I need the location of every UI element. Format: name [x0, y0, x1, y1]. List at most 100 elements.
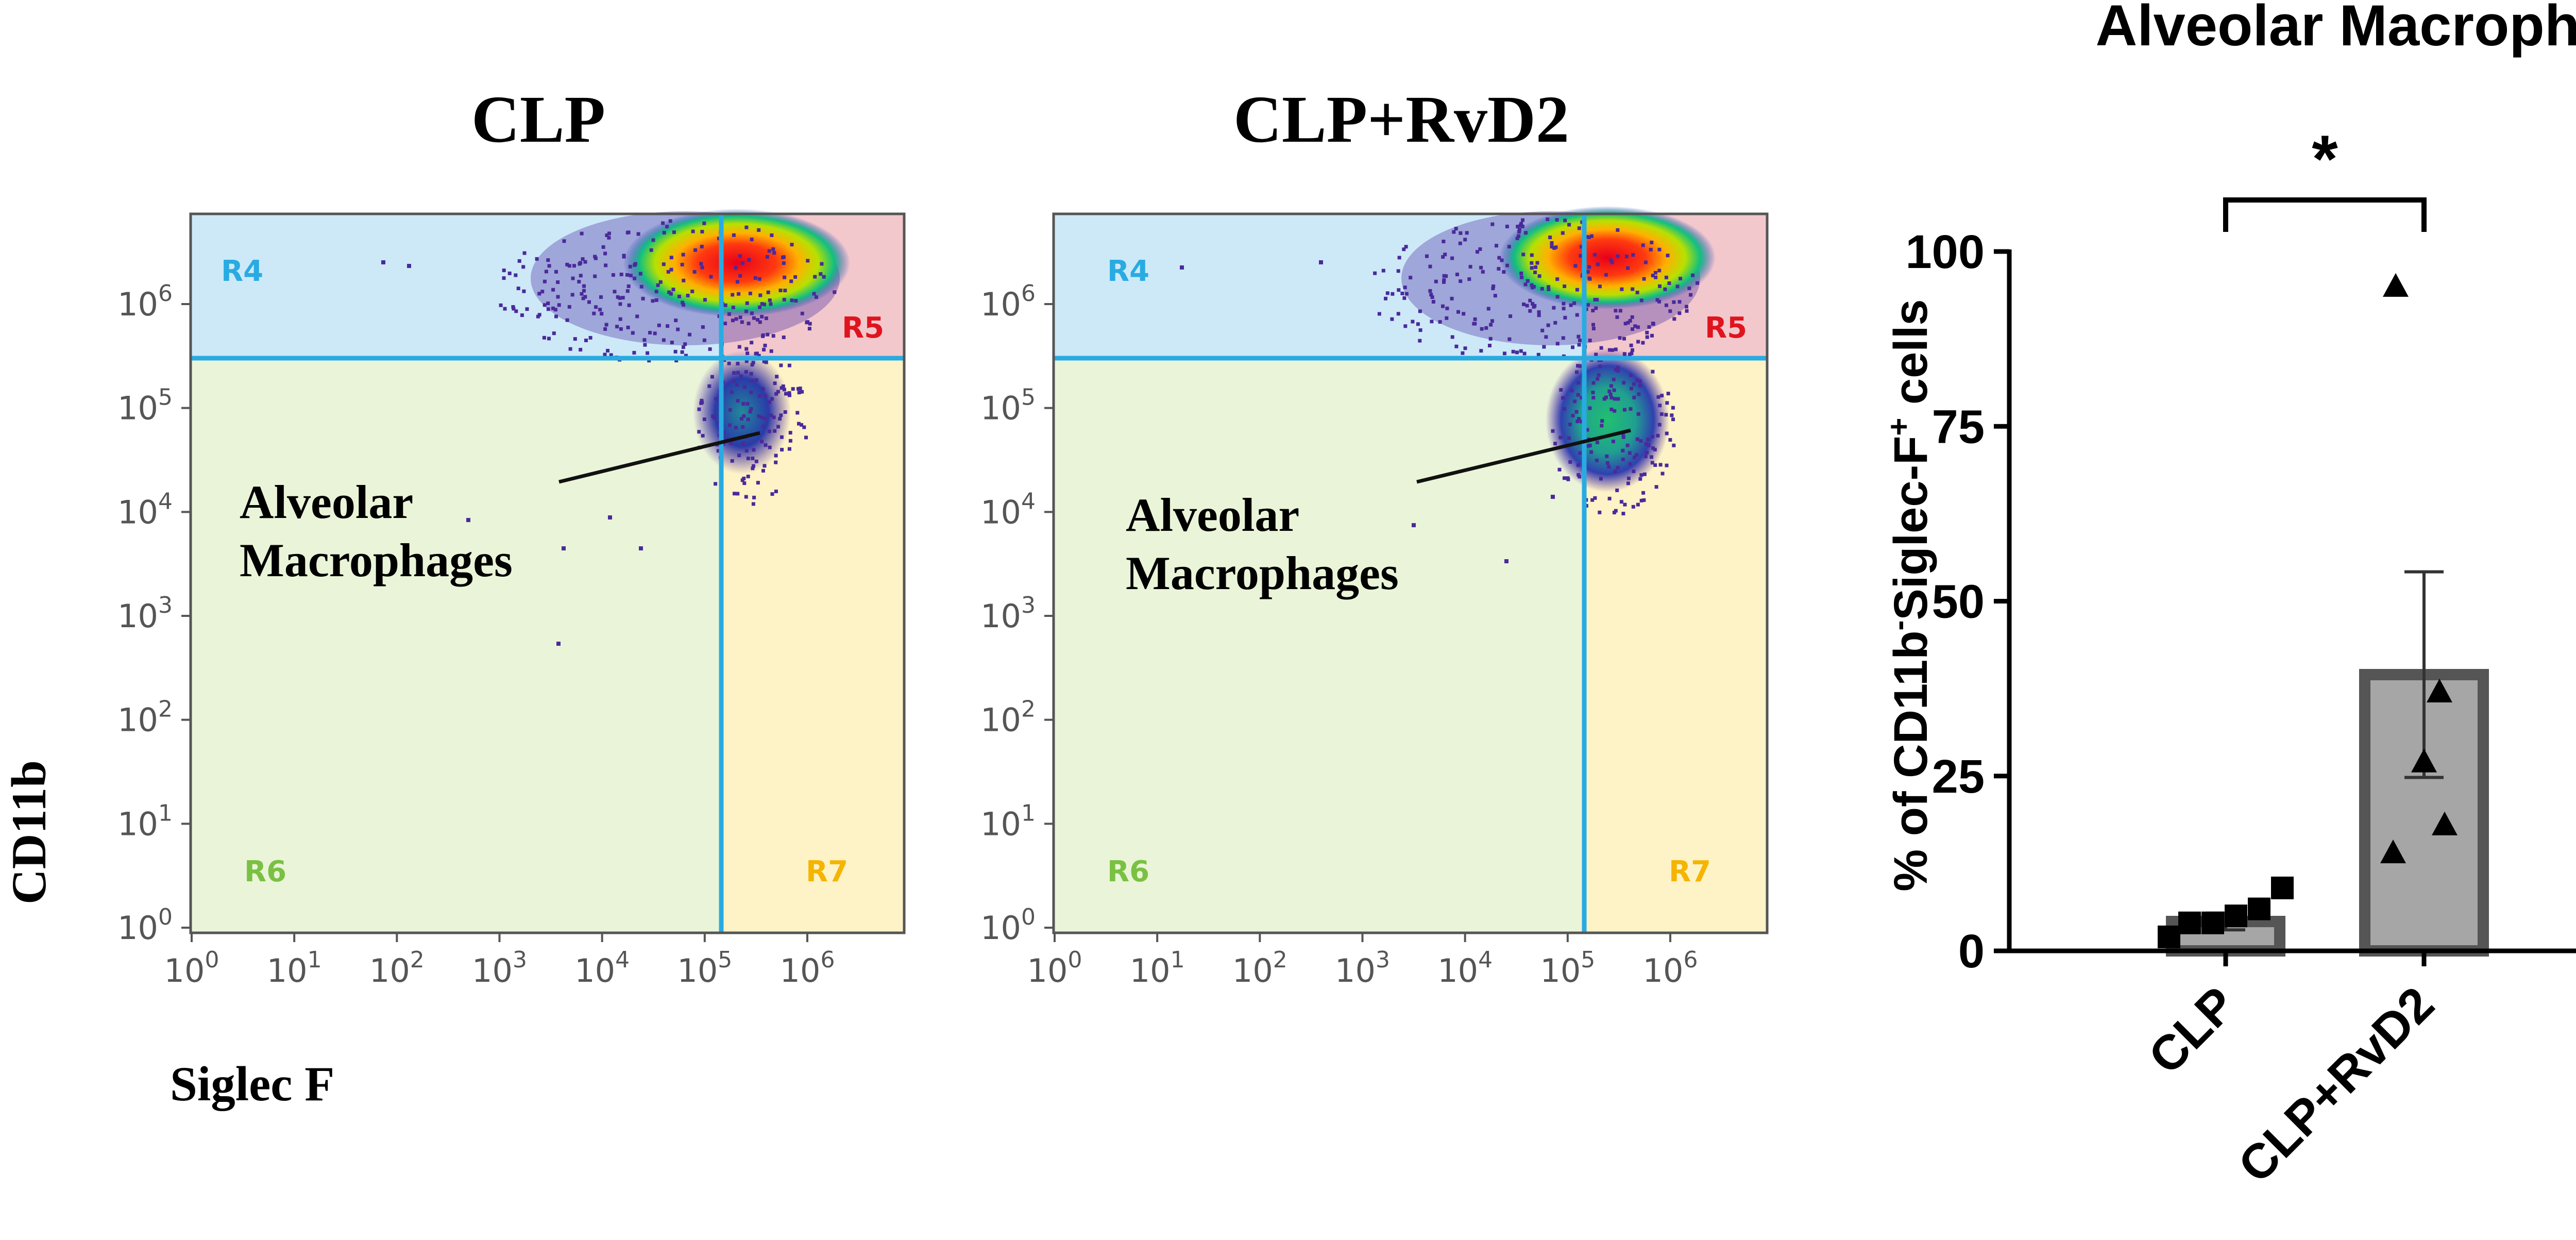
gate-label-r4: R4 — [221, 255, 263, 288]
event-dot — [1405, 292, 1409, 296]
event-dot — [593, 255, 597, 258]
event-dot — [640, 285, 643, 289]
event-dot — [1473, 322, 1477, 326]
event-dot — [683, 342, 687, 346]
annotation-alveolar: Alveolar — [1126, 489, 1299, 541]
event-dot — [1616, 228, 1619, 232]
event-dot — [618, 296, 622, 300]
event-dot — [666, 324, 669, 328]
gate-label-r7: R7 — [1669, 855, 1711, 889]
event-dot — [1638, 477, 1642, 481]
event-dot — [1544, 335, 1548, 339]
event-dot — [1553, 321, 1557, 325]
event-dot — [727, 312, 731, 316]
flow-title: CLP+RvD2 — [1233, 82, 1569, 157]
x-tick-label: 105 — [677, 947, 732, 990]
event-dot — [603, 353, 607, 357]
event-dot — [1597, 373, 1601, 377]
event-dot — [626, 326, 630, 329]
event-dot — [1587, 265, 1591, 269]
event-dot — [646, 351, 649, 355]
event-dot — [1594, 353, 1598, 356]
event-dot — [1605, 455, 1608, 458]
event-dot — [764, 394, 767, 398]
event-dot — [741, 442, 745, 445]
y-tick-label: 100 — [117, 904, 173, 947]
event-dot — [768, 298, 772, 302]
event-dot — [1665, 464, 1669, 467]
event-dot — [536, 315, 540, 319]
event-dot — [1646, 336, 1649, 339]
event-dot — [788, 447, 791, 451]
event-dot — [1623, 408, 1626, 412]
event-dot — [1578, 451, 1582, 455]
event-dot — [768, 400, 771, 404]
event-dot — [584, 339, 588, 342]
event-dot — [629, 274, 633, 277]
event-dot — [1609, 408, 1613, 411]
event-dot — [1450, 257, 1454, 260]
event-dot — [1626, 444, 1630, 447]
event-dot — [741, 261, 744, 265]
event-dot — [662, 262, 666, 266]
event-dot — [1467, 277, 1471, 281]
event-dot — [637, 232, 640, 236]
event-dot — [737, 292, 740, 296]
event-dot — [1632, 470, 1635, 473]
event-dot — [1632, 505, 1635, 509]
event-dot — [1640, 298, 1643, 302]
x-tick-label: 104 — [574, 947, 630, 990]
event-dot — [713, 416, 716, 420]
event-dot — [752, 448, 755, 451]
event-dot — [1537, 313, 1541, 317]
event-dot — [1607, 465, 1611, 468]
event-dot — [742, 477, 745, 480]
x-tick-label: 106 — [1643, 947, 1698, 990]
event-dot — [1630, 344, 1633, 347]
event-dot — [659, 280, 663, 284]
y-tick-label: 101 — [980, 800, 1036, 843]
event-dot — [522, 290, 526, 293]
event-dot — [605, 323, 608, 327]
event-dot — [593, 275, 597, 278]
event-dot — [758, 306, 761, 309]
event-dot — [703, 339, 706, 342]
event-dot — [1578, 226, 1581, 230]
event-dot — [1594, 307, 1598, 310]
event-dot — [764, 417, 767, 421]
event-dot — [1657, 269, 1661, 272]
event-dot — [518, 259, 521, 263]
event-dot — [766, 255, 769, 259]
event-dot — [1416, 322, 1420, 326]
event-dot — [1636, 438, 1639, 441]
event-dot — [752, 316, 756, 320]
event-dot — [795, 411, 799, 414]
event-dot — [743, 385, 747, 389]
event-dot — [670, 268, 673, 272]
event-dot — [1384, 297, 1387, 300]
event-dot — [603, 327, 607, 331]
event-dot — [1667, 281, 1671, 285]
event-dot — [1397, 288, 1400, 292]
event-dot — [1443, 253, 1447, 256]
event-dot — [1665, 304, 1668, 307]
y-tick-label: 50 — [1932, 576, 1985, 628]
event-dot — [1626, 481, 1630, 485]
event-dot — [732, 306, 735, 309]
event-dot — [1606, 461, 1609, 465]
event-dot — [1409, 276, 1412, 279]
event-dot — [1670, 413, 1673, 417]
event-dot — [747, 417, 750, 421]
event-dot — [1598, 365, 1602, 368]
event-dot — [773, 429, 776, 433]
event-dot — [1645, 331, 1649, 334]
event-dot — [742, 481, 746, 485]
event-dot — [1519, 272, 1523, 275]
event-dot — [1609, 393, 1613, 396]
event-dot — [554, 315, 558, 319]
event-dot — [767, 291, 770, 294]
event-dot — [1629, 319, 1632, 323]
event-dot — [752, 496, 756, 499]
